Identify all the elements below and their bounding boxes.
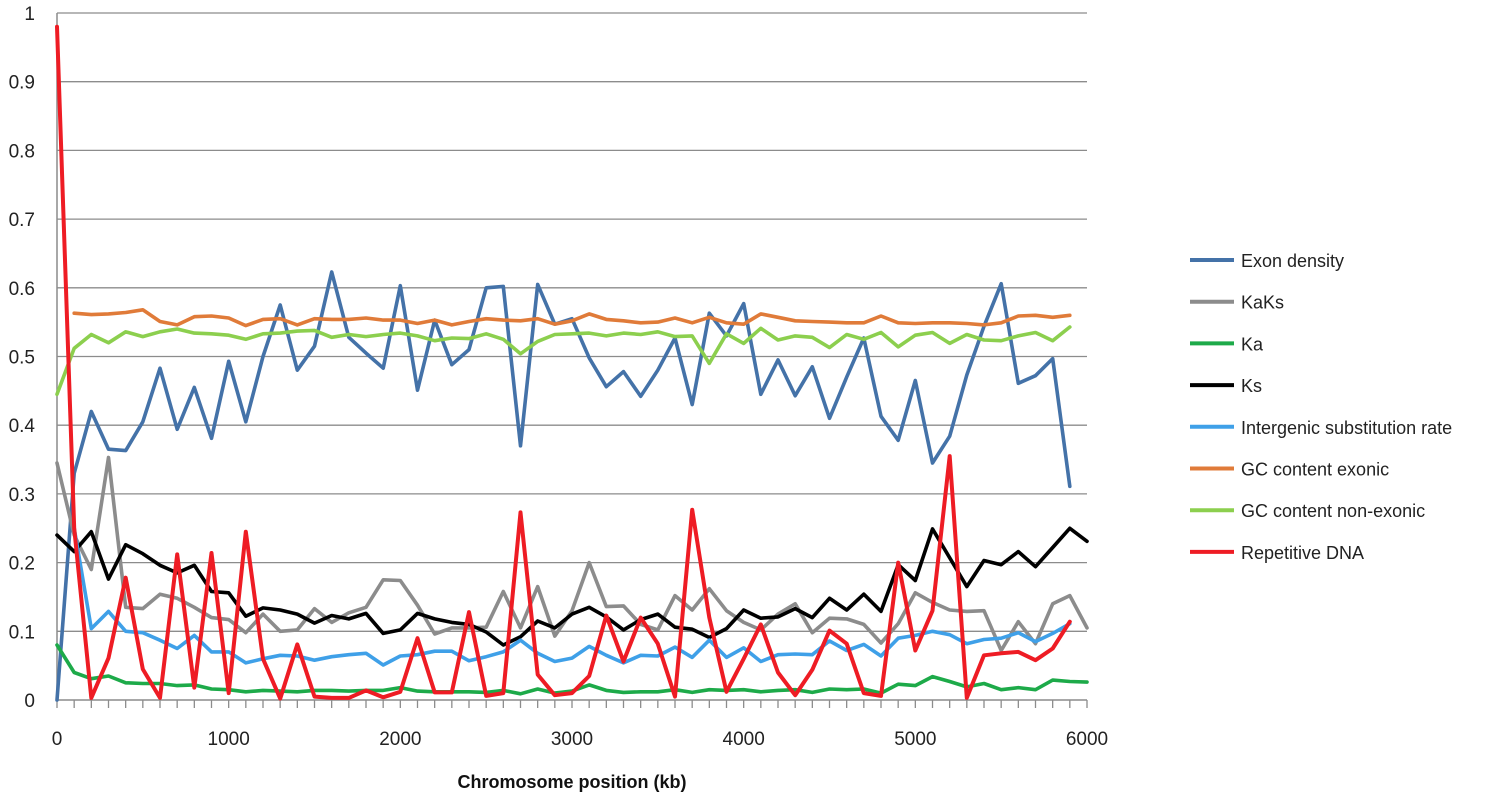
x-axis-label: Chromosome position (kb) — [458, 772, 687, 792]
legend-label-kaks: KaKs — [1241, 293, 1284, 313]
y-tick-label: 0.4 — [9, 416, 36, 437]
y-tick-label: 0.7 — [9, 210, 35, 231]
series-line-kaks — [55, 455, 1089, 653]
legend-label-ka: Ka — [1241, 334, 1264, 354]
legend-label-gc-content-exonic: GC content exonic — [1241, 460, 1389, 480]
series-line-intergenic-substitution-rate — [72, 526, 1072, 667]
series-line-gc-content-exonic — [72, 308, 1072, 328]
legend-label-repetitive-dna: Repetitive DNA — [1241, 543, 1364, 563]
axis-layer: 0 0.1 0.2 0.3 0.4 0.5 0.6 0.7 0.8 0.9 1 0 1000 2000 30… — [9, 4, 1109, 750]
legend-label-ks: Ks — [1241, 376, 1262, 396]
y-tick-label: 1 — [24, 4, 35, 25]
x-tick-label: 6000 — [1066, 729, 1108, 750]
y-tick-label: 0.5 — [9, 348, 35, 369]
grid-layer — [57, 12, 1087, 632]
legend-label-gc-content-non-exonic: GC content non-exonic — [1241, 501, 1425, 521]
y-tick-label: 0 — [24, 691, 35, 712]
series-line-ks — [55, 526, 1089, 647]
x-tick-label: 0 — [52, 729, 63, 750]
series-line-repetitive-dna — [55, 24, 1072, 701]
x-tick-label: 3000 — [551, 729, 593, 750]
y-tick-label: 0.1 — [9, 622, 35, 643]
legend-label-intergenic-substitution-rate: Intergenic substitution rate — [1241, 418, 1452, 438]
series-layer — [55, 24, 1089, 702]
legend-label-exon-density: Exon density — [1241, 251, 1344, 271]
x-tick-label: 1000 — [208, 729, 250, 750]
y-tick-label: 0.2 — [9, 554, 35, 575]
y-tick-label: 0.9 — [9, 73, 35, 94]
x-tick-label: 5000 — [894, 729, 936, 750]
series-line-gc-content-non-exonic — [55, 325, 1072, 397]
y-tick-label: 0.6 — [9, 279, 35, 300]
y-tick-label: 0.3 — [9, 485, 35, 506]
y-tick-label: 0.8 — [9, 141, 35, 162]
x-tick-label: 2000 — [379, 729, 421, 750]
x-tick-label: 4000 — [723, 729, 765, 750]
